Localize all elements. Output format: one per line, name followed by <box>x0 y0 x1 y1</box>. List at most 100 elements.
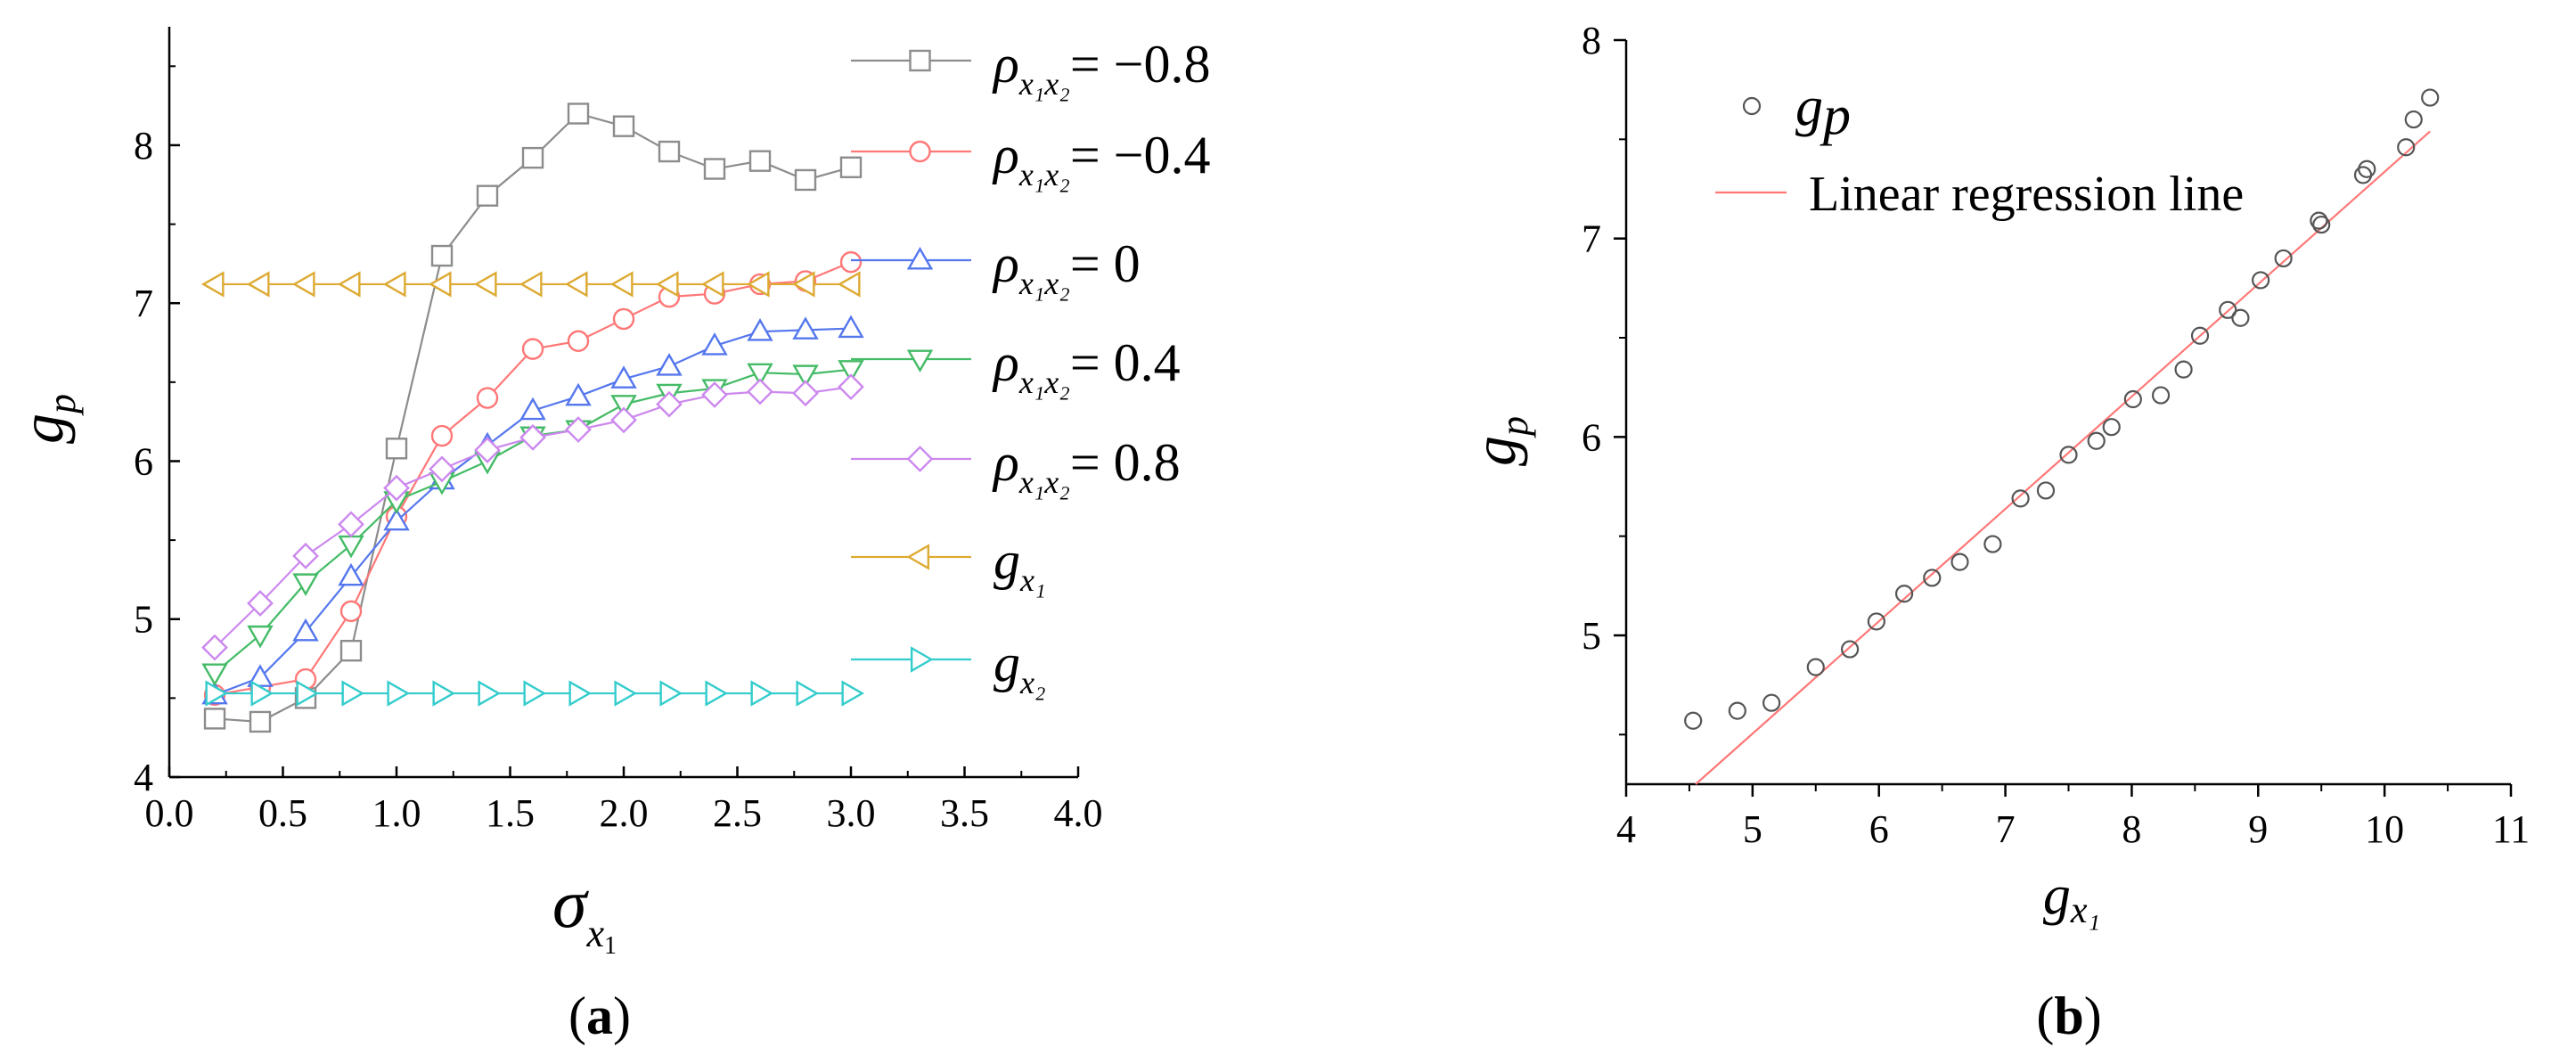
series-point-a-2 <box>838 315 864 339</box>
scatter-point <box>2087 431 2106 450</box>
series-point-a-4 <box>201 634 228 661</box>
legend-entry-a-4: ρx₁x₂= 0.8 <box>992 433 1181 500</box>
x-axis-label-b: gx₁ <box>2043 865 2100 931</box>
series-point-a-2 <box>292 618 319 642</box>
series-point-a-0 <box>385 438 408 460</box>
series-point-a-0 <box>203 708 226 730</box>
legend-marker-a-3 <box>906 349 934 373</box>
series-point-a-6 <box>387 680 411 707</box>
series-point-a-0 <box>794 168 817 192</box>
x-axis-label-a: σx1 <box>552 864 617 960</box>
y-tick-label-a: 8 <box>134 124 153 168</box>
scatter-point <box>2036 481 2056 500</box>
x-tick-label-a: 3.5 <box>940 791 989 835</box>
x-tick-label-a: 0.0 <box>145 791 194 835</box>
legend-marker-a-0 <box>909 49 931 72</box>
x-tick-label-b: 6 <box>1869 807 1889 851</box>
series-point-a-1 <box>839 250 863 274</box>
series-point-a-0 <box>476 184 499 207</box>
legend-marker-a-4 <box>906 446 934 472</box>
series-point-a-1 <box>430 424 454 447</box>
legend-entry-a-1: ρx₁x₂= −0.4 <box>992 126 1211 192</box>
legend-entry-a-0: ρx₁x₂= −0.8 <box>992 35 1211 102</box>
series-point-a-5 <box>837 271 861 298</box>
scatter-point <box>2397 138 2416 157</box>
y-axis-label-b: gp <box>1460 416 1536 466</box>
series-point-a-6 <box>341 680 365 707</box>
series-point-a-6 <box>568 680 593 707</box>
series-point-a-0 <box>658 140 681 163</box>
series-point-a-3 <box>292 573 319 597</box>
series-point-a-4 <box>247 590 274 617</box>
series-point-a-3 <box>838 360 864 383</box>
scatter-point <box>2274 249 2293 268</box>
series-point-a-4 <box>292 542 319 569</box>
x-tick-label-a: 1.5 <box>486 791 535 835</box>
series-point-a-6 <box>250 680 274 707</box>
scatter-point <box>1762 693 1781 712</box>
scatter-point <box>1806 658 1825 676</box>
legend-entry-a-6: gx₂ <box>994 634 1046 700</box>
scatter-point <box>2102 418 2121 437</box>
series-point-a-5 <box>519 271 543 298</box>
legend-marker-a-5 <box>906 544 930 570</box>
series-point-a-1 <box>339 600 363 623</box>
y-tick-label-b: 5 <box>1582 614 1601 658</box>
legend-marker-a-1 <box>909 140 931 163</box>
series-point-a-2 <box>338 562 364 586</box>
y-tick-label-a: 4 <box>134 756 153 799</box>
series-point-a-0 <box>612 115 635 137</box>
series-point-a-4 <box>565 416 592 443</box>
scatter-point <box>2190 326 2210 345</box>
series-point-a-6 <box>841 680 865 707</box>
series-point-a-0 <box>567 102 590 125</box>
series-point-a-6 <box>523 680 547 707</box>
scatter-point <box>2312 215 2331 234</box>
series-point-a-5 <box>337 271 361 298</box>
legend-entry-a-5: gx₁ <box>994 531 1046 598</box>
series-point-a-4 <box>747 378 773 405</box>
series-point-a-6 <box>296 680 320 707</box>
series-point-a-1 <box>476 387 499 409</box>
series-point-a-4 <box>519 423 546 451</box>
series-point-a-4 <box>338 511 364 538</box>
series-point-a-3 <box>247 625 274 649</box>
series-point-a-5 <box>382 271 406 298</box>
series-point-a-5 <box>564 271 588 298</box>
x-tick-label-a: 2.0 <box>600 791 649 835</box>
series-point-a-6 <box>705 680 729 707</box>
scatter-point <box>1684 711 1703 730</box>
y-tick-label-b: 8 <box>1582 19 1601 62</box>
scatter-point <box>2219 300 2237 319</box>
scatter-point <box>2174 360 2193 379</box>
legend-entry-a-3: ρx₁x₂= 0.4 <box>992 333 1181 400</box>
scatter-point <box>2123 389 2142 409</box>
y-tick-label-a: 7 <box>134 282 153 325</box>
series-point-a-4 <box>383 474 410 502</box>
series-point-a-1 <box>567 330 590 352</box>
series-point-a-5 <box>246 271 270 298</box>
legend-entry-a-2: ρx₁x₂= 0 <box>992 234 1141 301</box>
legend-entry-b-gp: gp <box>1795 77 1851 146</box>
x-tick-label-b: 8 <box>2122 807 2141 851</box>
series-point-a-5 <box>428 271 452 298</box>
scatter-point <box>1728 701 1746 720</box>
chart-a: 0.0 0.5 1.0 1.5 2.0 2.5 3.0 3.5 4.0 4 5 6 7 8 gp σx1 ρx₁… <box>8 27 1211 1045</box>
series-point-a-6 <box>614 680 638 707</box>
x-tick-label-a: 4.0 <box>1054 791 1103 835</box>
series-point-a-5 <box>609 271 634 298</box>
scatter-point <box>2151 386 2171 405</box>
series-point-a-4 <box>474 437 501 463</box>
x-tick-label-b: 10 <box>2365 807 2404 851</box>
series-point-a-0 <box>430 244 454 267</box>
x-tick-label-b: 9 <box>2248 807 2268 851</box>
series-point-a-5 <box>746 271 770 298</box>
x-tick-label-a: 3.0 <box>827 791 876 835</box>
scatter-point <box>2404 110 2423 129</box>
series-point-a-1 <box>521 338 544 360</box>
series-point-a-5 <box>655 271 679 298</box>
series-point-a-6 <box>796 680 820 707</box>
series-point-a-0 <box>521 146 544 169</box>
panel-label-a: (a) <box>568 986 631 1045</box>
